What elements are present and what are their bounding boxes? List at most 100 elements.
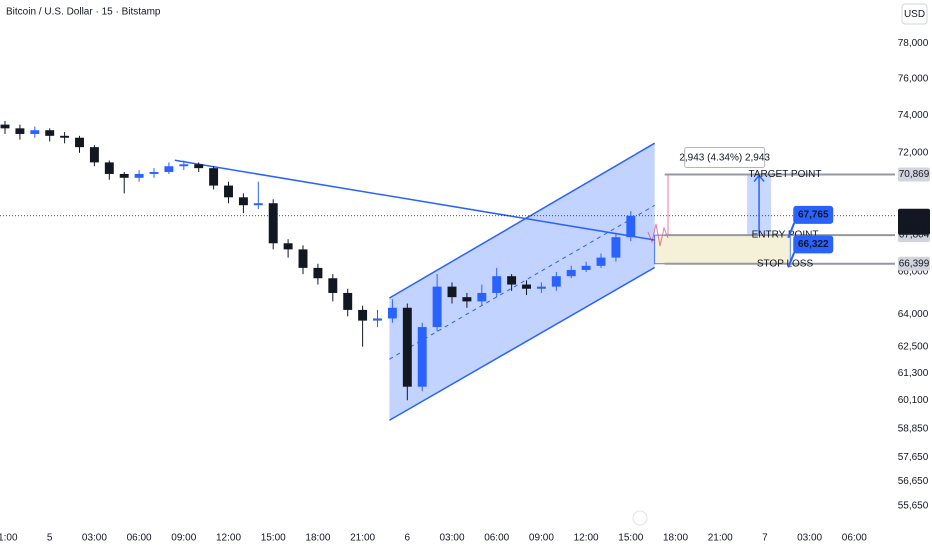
x-tick-label: 03:00 — [797, 533, 822, 544]
price-label: 67,765 — [798, 210, 829, 221]
level-tag-label: 67,804 — [899, 230, 930, 241]
candle-body — [522, 284, 531, 289]
x-tick-label: 06:00 — [127, 533, 152, 544]
x-tick-label: 03:00 — [82, 533, 107, 544]
candle-body — [417, 327, 427, 387]
candle-body — [566, 269, 576, 277]
candle-body — [15, 128, 25, 134]
y-tick-label: 60,100 — [898, 395, 929, 406]
y-tick-label: 55,650 — [898, 500, 929, 511]
price-label-box — [793, 205, 834, 224]
candles — [0, 120, 636, 401]
candle-body — [432, 286, 442, 328]
candle-body — [402, 307, 412, 387]
x-tick-label: 06:00 — [842, 533, 867, 544]
price-label-box — [793, 235, 834, 254]
currency-box[interactable] — [901, 3, 928, 25]
candle-body — [507, 276, 517, 285]
x-tick-label: 7 — [762, 533, 768, 544]
stop-zone — [654, 234, 791, 265]
x-tick-label: 09:00 — [529, 533, 554, 544]
candle-body — [581, 265, 591, 270]
x-tick-label: 12:00 — [216, 533, 241, 544]
x-tick-label: 5 — [47, 533, 53, 544]
channel-midline — [389, 204, 655, 360]
channel-lower — [389, 266, 656, 421]
candle-body — [536, 286, 546, 289]
candle-body — [194, 164, 204, 169]
level-tag-label: 70,869 — [899, 169, 930, 180]
candle-body — [477, 292, 487, 302]
candle-body — [45, 130, 55, 136]
candle-body — [179, 164, 189, 167]
candle-body — [626, 215, 636, 238]
candle-body — [268, 203, 278, 244]
candle-body — [209, 168, 219, 186]
x-tick-label: 18:00 — [663, 533, 688, 544]
candle-body — [328, 278, 338, 293]
level-name: TARGET POINT — [749, 169, 822, 180]
price-label-pointer — [787, 222, 796, 239]
candle-body — [0, 124, 10, 129]
y-tick-label: 74,000 — [898, 110, 929, 121]
level-tag-label: 66,399 — [899, 258, 930, 269]
y-tick-label: 58,850 — [898, 424, 929, 435]
level-tag — [898, 167, 930, 182]
currency[interactable]: USD — [904, 9, 925, 20]
channel-upper — [389, 142, 656, 299]
candle-body — [75, 137, 84, 148]
trendline — [174, 159, 655, 241]
candle-body — [119, 173, 129, 178]
level-name: ENTRY POINT — [752, 230, 819, 241]
x-tick-label: 15:00 — [618, 533, 643, 544]
candle-body — [387, 307, 397, 319]
y-tick-label: 78,000 — [898, 38, 929, 49]
x-tick-label: 09:00 — [171, 533, 196, 544]
candle-body — [462, 297, 472, 302]
candle-body — [298, 249, 308, 268]
measure-label: 2,943 (4.34%) 2,943 — [679, 153, 770, 164]
measure-box — [684, 147, 766, 169]
candle-body — [89, 147, 99, 163]
x-tick-label: 21:00 — [708, 533, 733, 544]
candle-body — [492, 276, 502, 293]
candle-body — [313, 267, 323, 279]
replay-icon[interactable] — [632, 510, 648, 526]
level-name: STOP LOSS — [757, 258, 814, 269]
x-tick-label: 03:00 — [439, 533, 464, 544]
y-tick-label: 64,000 — [898, 309, 929, 320]
candle-body — [164, 166, 174, 173]
candle-body — [60, 135, 70, 138]
drawings — [0, 142, 895, 421]
y-tick-label: 57,650 — [898, 452, 929, 463]
annotations: 2,943 (4.34%) 2,943 TARGET POINT ENTRY POI… — [632, 147, 895, 526]
candle-body — [224, 185, 233, 198]
candle-body — [149, 172, 159, 174]
chart-title: Bitcoin / U.S. Dollar · 15 · Bitstamp — [6, 7, 161, 18]
candle-body — [596, 257, 606, 266]
last-price-tag — [898, 208, 930, 235]
x-tick-label: 21:00 — [0, 533, 18, 544]
countdown: 00:55 — [901, 222, 926, 233]
x-tick-label: 06:00 — [484, 533, 509, 544]
y-tick-label: 72,000 — [898, 147, 929, 158]
candle-body — [238, 197, 248, 206]
level-tag — [898, 256, 930, 271]
price-label-pointer — [787, 251, 796, 268]
y-tick-label: 56,650 — [898, 476, 929, 487]
candle-body — [134, 173, 144, 178]
candle-body — [373, 318, 382, 321]
x-tick-label: 15:00 — [261, 533, 286, 544]
axes: 78,000 76,000 74,000 72,000 66,000 64,000 62,5… — [0, 38, 930, 544]
y-tick-label: 76,000 — [898, 73, 929, 84]
x-tick-label: 12:00 — [574, 533, 599, 544]
candle-body — [611, 237, 621, 258]
candle-body — [551, 276, 561, 287]
candle-body — [30, 130, 40, 134]
candle-body — [253, 203, 263, 206]
x-tick-label: 18:00 — [305, 533, 330, 544]
y-tick-label: 61,300 — [898, 368, 929, 379]
y-tick-label: 66,000 — [898, 267, 929, 278]
